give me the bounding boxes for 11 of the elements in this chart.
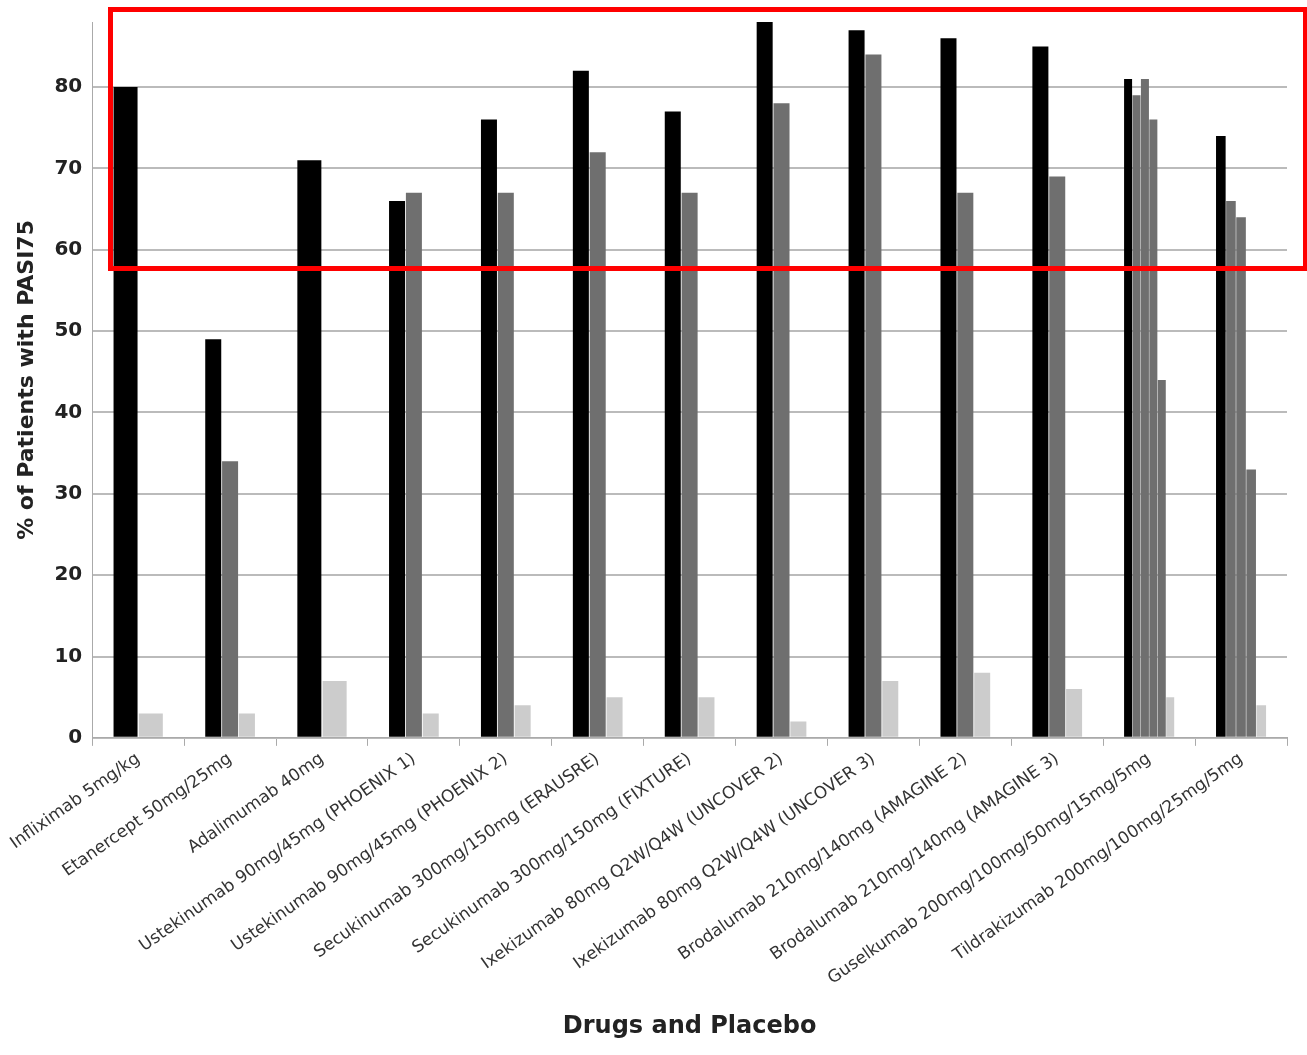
y-tick-label: 20 [54,561,83,586]
y-tick-label: 30 [54,480,83,505]
y-tick-label: 50 [54,317,83,342]
x-axis-title: Drugs and Placebo [562,1010,817,1039]
y-axis-title: % of Patients with PASI75 [12,220,38,540]
y-tick-label: 10 [54,642,83,667]
y-tick-label: 0 [68,724,83,749]
y-tick-label: 70 [54,154,83,179]
y-tick-label: 60 [54,235,83,260]
y-tick-label: 40 [54,398,83,423]
y-tick-label: 80 [54,73,83,98]
